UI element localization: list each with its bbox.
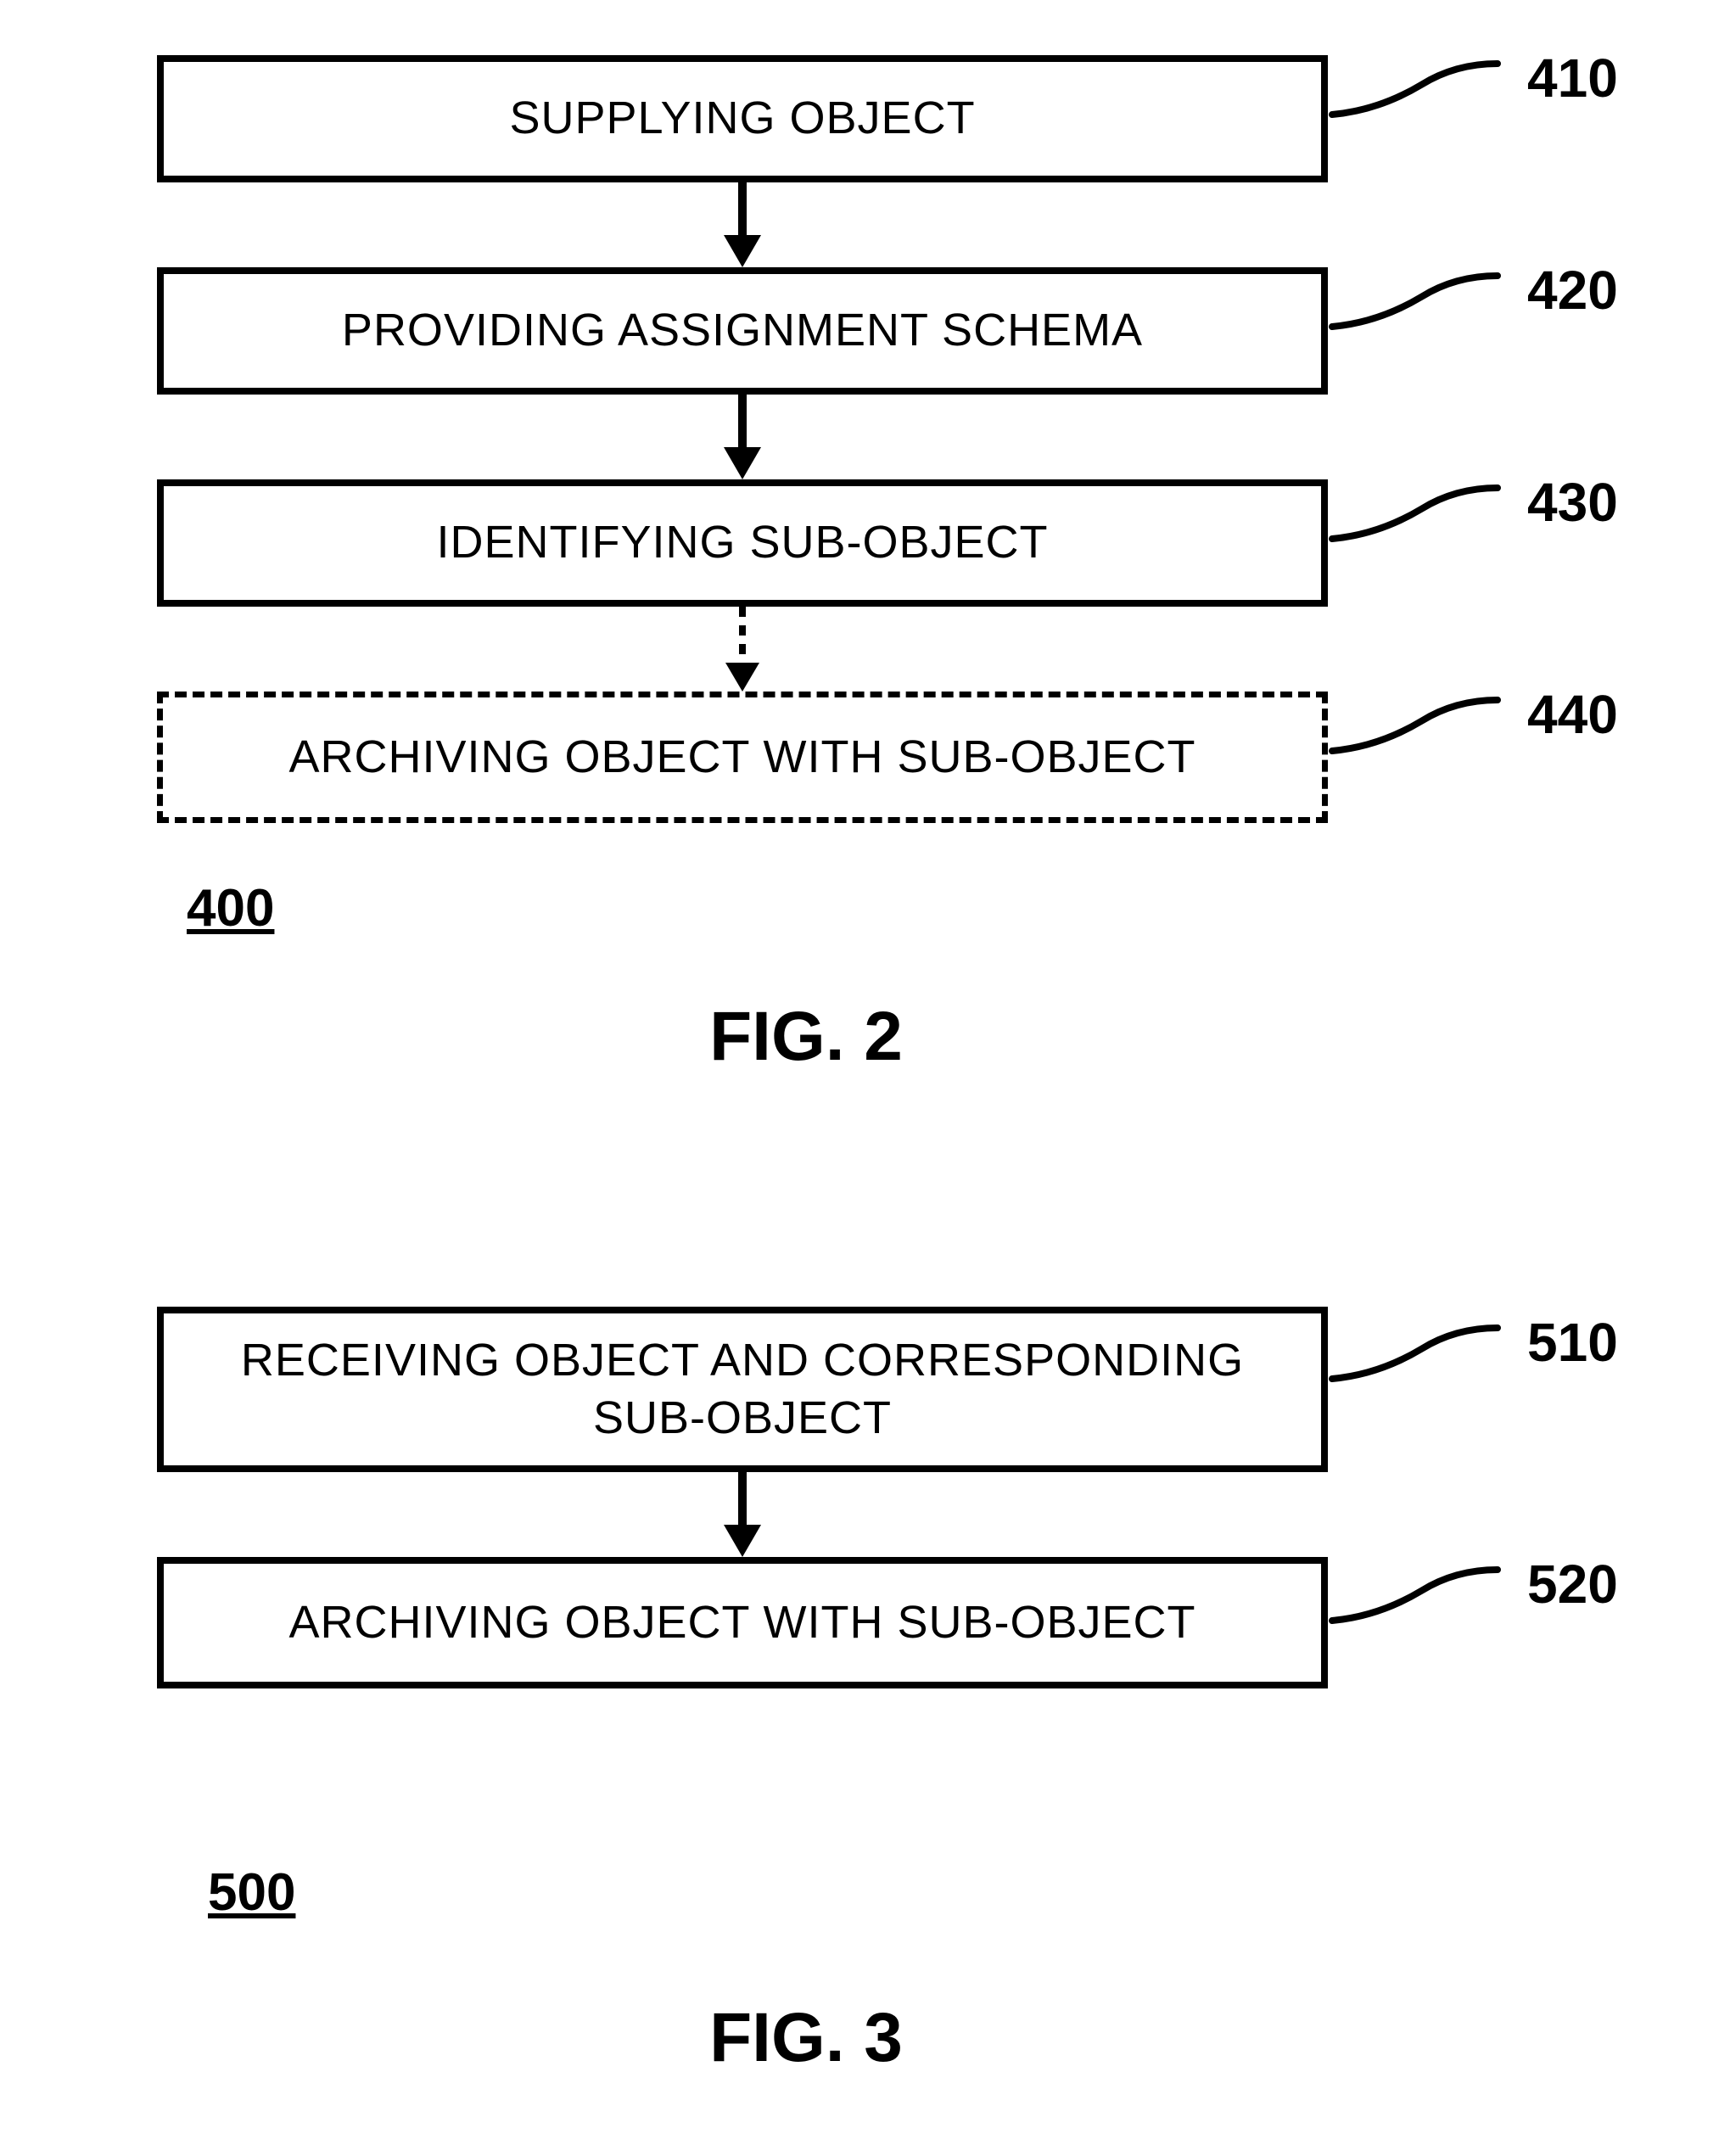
box-520: ARCHIVING OBJECT WITH SUB-OBJECT [157,1557,1328,1688]
callout-510 [1328,1324,1515,1400]
arrow-430-440 [717,607,768,696]
ref-430: 430 [1527,471,1618,534]
ref-410: 410 [1527,47,1618,109]
callout-410 [1328,59,1515,136]
fig2-label: FIG. 2 [594,997,1018,1077]
callout-520 [1328,1565,1515,1642]
callout-430 [1328,484,1515,560]
fig3-id: 500 [208,1862,295,1923]
box-420-text: PROVIDING ASSIGNMENT SCHEMA [342,302,1143,360]
ref-510: 510 [1527,1311,1618,1374]
box-440-text: ARCHIVING OBJECT WITH SUB-OBJECT [288,729,1195,787]
box-420: PROVIDING ASSIGNMENT SCHEMA [157,267,1328,395]
fig2-id: 400 [187,878,274,938]
ref-420: 420 [1527,259,1618,322]
callout-420 [1328,272,1515,348]
box-410-text: SUPPLYING OBJECT [509,90,975,148]
page: SUPPLYING OBJECT 410 PROVIDING ASSIGNMEN… [0,0,1719,2156]
ref-520: 520 [1527,1553,1618,1616]
box-430: IDENTIFYING SUB-OBJECT [157,479,1328,607]
box-510: RECEIVING OBJECT AND CORRESPONDING SUB-O… [157,1307,1328,1472]
arrow-420-430 [717,395,768,484]
arrow-410-420 [717,182,768,272]
box-410: SUPPLYING OBJECT [157,55,1328,182]
fig3-label: FIG. 3 [594,1998,1018,2078]
box-510-text: RECEIVING OBJECT AND CORRESPONDING SUB-O… [232,1332,1253,1447]
box-440: ARCHIVING OBJECT WITH SUB-OBJECT [157,692,1328,823]
callout-440 [1328,696,1515,772]
arrow-510-520 [717,1472,768,1561]
box-430-text: IDENTIFYING SUB-OBJECT [436,514,1048,572]
box-520-text: ARCHIVING OBJECT WITH SUB-OBJECT [288,1594,1195,1652]
ref-440: 440 [1527,683,1618,746]
